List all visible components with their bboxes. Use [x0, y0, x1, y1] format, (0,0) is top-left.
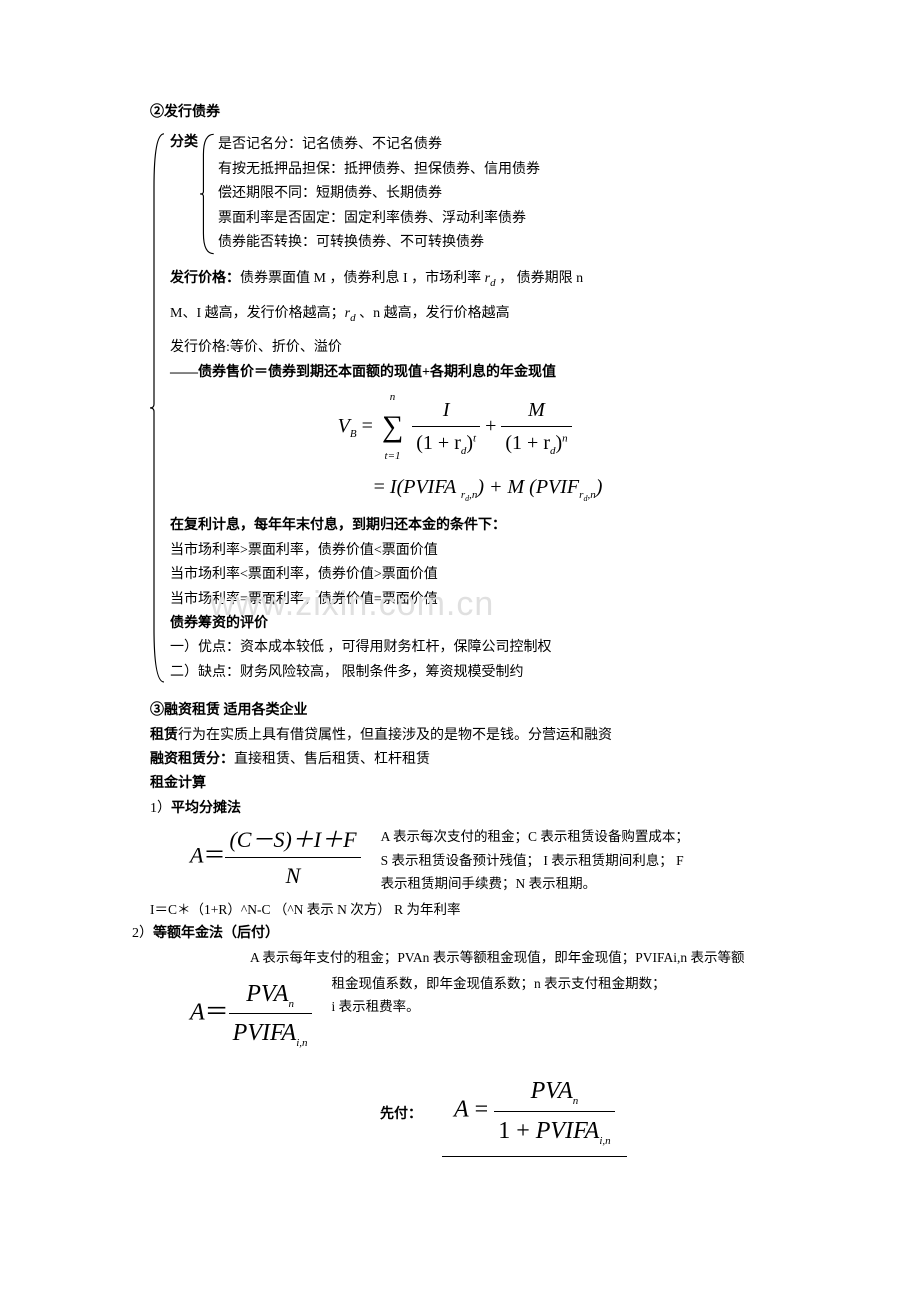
fin-desc: 直接租赁、售后租赁、杠杆租赁: [234, 752, 430, 767]
desc-line: 租金现值系数，即年金现值系数；n 表示支付租金期数；: [332, 973, 666, 995]
classification-items: 是否记名分：记名债券、不记名债券 有按无抵押品担保：抵押债券、担保债券、信用债券…: [200, 132, 540, 256]
lease-label: 租赁: [150, 728, 178, 743]
sigma-icon: n ∑ t=1: [382, 403, 403, 451]
frac-den: (1 + rd)t: [412, 427, 480, 461]
m2-title-text: 等额年金法（后付）: [153, 926, 279, 941]
section-title-bonds: ②发行债券: [150, 102, 770, 124]
bond-valuation-formula: VB = n ∑ t=1 I (1 + rd)t + M (1 + rd): [170, 394, 770, 506]
desc-col: 租金现值系数，即年金现值系数；n 表示支付租金期数； i 表示租费率。: [332, 971, 666, 1020]
var-rd: rd: [345, 306, 356, 321]
desc-line: S 表示租赁设备预计残值； I 表示租赁期间利息； F: [381, 850, 689, 872]
desc-line: i 表示租费率。: [332, 996, 666, 1018]
annuity-formula-postpay: A＝PVAnPVIFAi,n: [190, 975, 312, 1053]
frac-num: M: [501, 394, 571, 427]
cond-line: 当市场利率=票面利率，债券价值=票面价值: [170, 589, 770, 611]
vb-sub: B: [350, 428, 357, 440]
price-desc-2: ， 债券期限 n: [496, 271, 584, 286]
eval-title: 债券筹资的评价: [170, 613, 770, 635]
outer-bracket-block: 分类 是否记名分：记名债券、不记名债券 有按无抵押品担保：抵押债券、担保债券、信…: [150, 132, 770, 684]
cond-line: 当市场利率<票面利率，债券价值>票面价值: [170, 564, 770, 586]
price-label: 发行价格：: [170, 271, 240, 286]
lease-desc-line: 租赁行为在实质上具有借贷属性，但直接涉及的是物不是钱。分营运和融资: [150, 725, 770, 747]
brace-icon: [150, 132, 166, 684]
sum-bot: t=1: [385, 448, 401, 466]
hi-lo-b: 、n 越高，发行价格越高: [356, 306, 510, 321]
cat-item: 债券能否转换：可转换债券、不可转换债券: [218, 232, 540, 254]
desc-line: 表示租赁期间手续费；N 表示租期。: [381, 873, 689, 895]
classification-label: 分类: [170, 132, 198, 256]
method-2-title: 2）等额年金法（后付）: [132, 923, 770, 945]
rent-calc-title: 租金计算: [150, 773, 770, 795]
conditions-block: www.zixin.com.cn 在复利计息，每年年末付息，到期归还本金的条件下…: [170, 515, 770, 684]
sub-rdn: rd,n: [579, 489, 596, 501]
prepay-row: 先付： A = PVAn1 + 1 + PVIFAPVIFAi,n: [380, 1072, 770, 1157]
m1-title-text: 平均分摊法: [171, 801, 241, 816]
vb-var: V: [338, 415, 350, 437]
fraction-2: M (1 + rd)n: [501, 394, 571, 461]
section-title-lease: ③融资租赁 适用各类企业: [150, 700, 770, 722]
sum-top: n: [390, 389, 396, 407]
hi-lo-a: M、I 越高，发行价格越高；: [170, 306, 345, 321]
frac-den: (1 + rd)n: [501, 427, 571, 461]
eval-line: 一）优点：资本成本较低 ，可得用财务杠杆，保障公司控制权: [170, 637, 770, 659]
method-1-title: 1）平均分摊法: [150, 798, 770, 820]
fin-lease-line: 融资租赁分：直接租赁、售后租赁、杠杆租赁: [150, 749, 770, 771]
pvifa-term: I(PVIFA: [390, 476, 461, 498]
cat-item: 是否记名分：记名债券、不记名债券: [218, 134, 540, 156]
issue-price-line: 发行价格：债券票面值 M ，债券利息 I ，市场利率 rd ， 债券期限 n: [170, 268, 770, 292]
interest-formula: I＝C＊（1+R）^N-C （^N 表示 N 次方） R 为年利率: [150, 899, 770, 921]
cat-item: 票面利率是否固定：固定利率债券、浮动利率债券: [218, 208, 540, 230]
cond-line: 当市场利率>票面利率，债券价值<票面价值: [170, 540, 770, 562]
brace-icon: [200, 132, 216, 256]
method-2-desc: A 表示每年支付的租金；PVAn 表示等额租金现值，即年金现值；PVIFAi,n…: [190, 947, 770, 1052]
price-effect-line: M、I 越高，发行价格越高；rd 、n 越高，发行价格越高: [170, 303, 770, 327]
lease-desc: 行为在实质上具有借贷属性，但直接涉及的是物不是钱。分营运和融资: [178, 728, 612, 743]
desc-line: A 表示每年支付的租金；PVAn 表示等额租金现值，即年金现值；PVIFAi,n…: [250, 947, 770, 969]
fin-label: 融资租赁分：: [150, 752, 234, 767]
cond-title: 在复利计息，每年年末付息，到期归还本金的条件下：: [170, 515, 770, 537]
eval-line: 二）缺点：财务风险较高， 限制条件多，筹资规模受制约: [170, 662, 770, 684]
cat-item: 偿还期限不同：短期债券、长期债券: [218, 183, 540, 205]
document-page: ②发行债券 分类 是否记名分：记名债券、不记名债券 有按无抵押品担保：抵押债券、…: [0, 0, 920, 1207]
close-paren: ): [596, 476, 603, 498]
price-desc: 债券票面值 M ，债券利息 I ，市场利率: [240, 271, 485, 286]
plus-sign: +: [485, 415, 501, 437]
avg-split-formula: A＝(C－S)＋I＋FN: [190, 822, 361, 893]
eq-sign: =: [362, 415, 378, 437]
frac-num: I: [412, 394, 480, 427]
classification-block: 分类 是否记名分：记名债券、不记名债券 有按无抵押品担保：抵押债券、担保债券、信…: [170, 132, 770, 256]
prepay-label: 先付：: [380, 1104, 422, 1126]
pvif-term: ) + M (PVIF: [477, 476, 579, 498]
sub-rdn: rd,n: [461, 489, 478, 501]
var-rd: rd: [485, 271, 496, 286]
eq-sign: =: [374, 476, 390, 498]
desc-line: A 表示每次支付的租金；C 表示租赁设备购置成本；: [381, 826, 689, 848]
cat-item: 有按无抵押品担保：抵押债券、担保债券、信用债券: [218, 159, 540, 181]
annuity-formula-prepay: A = PVAn1 + 1 + PVIFAPVIFAi,n: [442, 1072, 627, 1157]
avg-split-desc: A 表示每次支付的租金；C 表示租赁设备购置成本； S 表示租赁设备预计残值； …: [381, 824, 689, 897]
formula-intro: ——债券售价＝债券到期还本面额的现值+各期利息的年金现值: [170, 362, 770, 384]
method-1-row: A＝(C－S)＋I＋FN A 表示每次支付的租金；C 表示租赁设备购置成本； S…: [190, 822, 770, 897]
price-types: 发行价格:等价、折价、溢价: [170, 337, 770, 359]
fraction-1: I (1 + rd)t: [412, 394, 480, 461]
